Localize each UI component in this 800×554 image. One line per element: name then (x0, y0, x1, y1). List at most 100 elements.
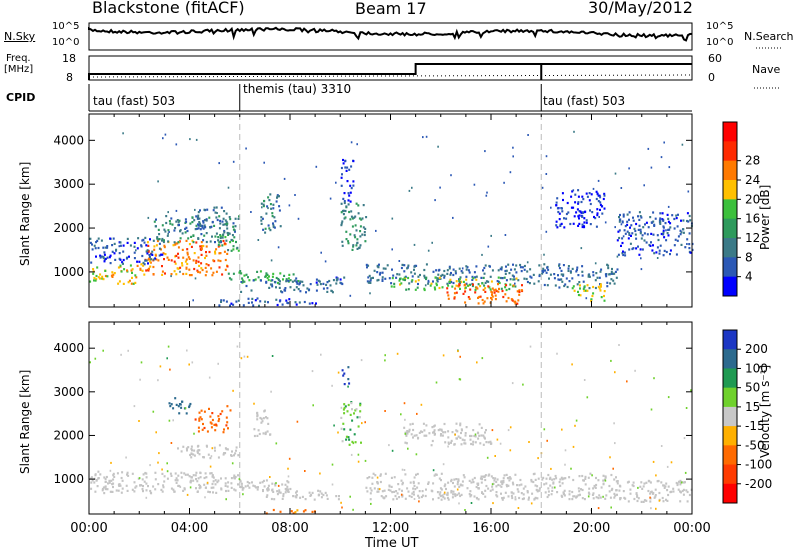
power-cell (603, 207, 606, 210)
power-cell (305, 291, 307, 294)
ground-scatter-cell (301, 495, 304, 498)
ground-scatter-cell (281, 483, 284, 486)
power-cell (220, 300, 222, 303)
ground-scatter-cell (263, 410, 266, 413)
power-cell (217, 259, 220, 262)
power-cell (616, 239, 619, 242)
power-cell (500, 266, 503, 269)
velocity-cell (359, 410, 362, 413)
ground-scatter-cell (112, 474, 115, 477)
power-cell (143, 273, 146, 276)
velocity-cell (486, 456, 489, 459)
ground-scatter-cell (287, 490, 290, 493)
freq-label: Freq. (6, 53, 31, 64)
power-cell (145, 259, 148, 262)
ground-scatter-cell (457, 479, 460, 482)
power-cell (287, 279, 290, 283)
y-tick-label: 3000 (53, 177, 84, 191)
power-cell (640, 257, 642, 260)
power-cell (367, 281, 370, 284)
ground-scatter-cell (112, 472, 115, 475)
velocity-cell (610, 506, 612, 509)
velocity-cell (229, 409, 232, 412)
ground-scatter-cell (682, 493, 685, 496)
power-cell (223, 250, 226, 253)
power-cell (122, 262, 124, 265)
velocity-cell (347, 436, 350, 439)
power-cell (175, 220, 178, 223)
cpid-segment-1: tau (fast) 503 (93, 94, 176, 108)
power-cell (202, 227, 205, 230)
power-cell (435, 269, 438, 272)
power-cell (161, 239, 163, 242)
velocity-cell (110, 461, 112, 464)
power-cell (646, 233, 649, 236)
velocity-cell (152, 410, 155, 413)
power-cell (354, 215, 357, 218)
ground-scatter-cell (600, 486, 603, 489)
ground-scatter-cell (400, 479, 403, 482)
power-cell (201, 224, 204, 227)
power-cell (661, 218, 664, 221)
power-cell (205, 218, 208, 221)
ground-scatter-cell (404, 497, 407, 500)
ground-scatter-cell (679, 483, 682, 486)
power-cell (350, 215, 353, 218)
power-cell (484, 281, 487, 284)
power-cell (571, 190, 574, 193)
power-cell (665, 239, 668, 242)
power-cell (190, 235, 193, 238)
ground-scatter-cell (457, 435, 460, 438)
ground-scatter-cell (233, 477, 236, 480)
velocity-cell (340, 416, 343, 419)
power-cell (558, 286, 561, 289)
power-cell (122, 244, 125, 247)
velocity-cell (202, 422, 204, 426)
power-cell (655, 251, 658, 254)
power-cell (262, 205, 265, 208)
power-cell (616, 255, 619, 258)
velocity-cell (209, 465, 212, 468)
velocity-cell (199, 416, 202, 419)
ground-scatter-cell (562, 492, 565, 495)
power-cell (640, 237, 643, 240)
power-cell (158, 247, 161, 250)
power-cell (567, 267, 570, 270)
power-cell (505, 269, 508, 272)
power-cell (427, 249, 430, 252)
power-cell (487, 245, 490, 248)
power-cell (230, 302, 233, 305)
power-cell (554, 284, 557, 287)
power-cell (663, 249, 666, 252)
ground-scatter-cell (464, 432, 467, 435)
ground-scatter-cell (116, 472, 119, 475)
ground-scatter-cell (662, 500, 665, 503)
power-cell (269, 203, 272, 206)
power-cell (145, 250, 148, 253)
ground-scatter-cell (595, 476, 597, 480)
velocity-cell (626, 380, 628, 383)
power-cell (218, 266, 221, 269)
power-cell (514, 285, 517, 288)
power-cell (621, 252, 624, 255)
power-cell (689, 251, 692, 254)
velocity-colorbar-swatch (723, 368, 737, 389)
power-cell (481, 282, 484, 285)
power-cell (545, 230, 548, 233)
power-cell (114, 258, 117, 261)
ground-scatter-cell (199, 471, 202, 475)
power-cell (131, 268, 134, 271)
power-cell (588, 192, 591, 195)
power-cell (660, 232, 663, 236)
power-cell (471, 275, 474, 278)
power-cell (164, 230, 167, 233)
velocity-cell (184, 407, 187, 410)
power-cell (558, 218, 561, 221)
ground-scatter-cell (558, 481, 561, 484)
power-cell (360, 218, 363, 221)
ground-scatter-cell (597, 497, 600, 500)
power-cell (581, 270, 584, 273)
power-ylabel: Slant Range [km] (18, 161, 32, 266)
ground-scatter-cell (496, 495, 499, 498)
power-cell (529, 275, 532, 278)
